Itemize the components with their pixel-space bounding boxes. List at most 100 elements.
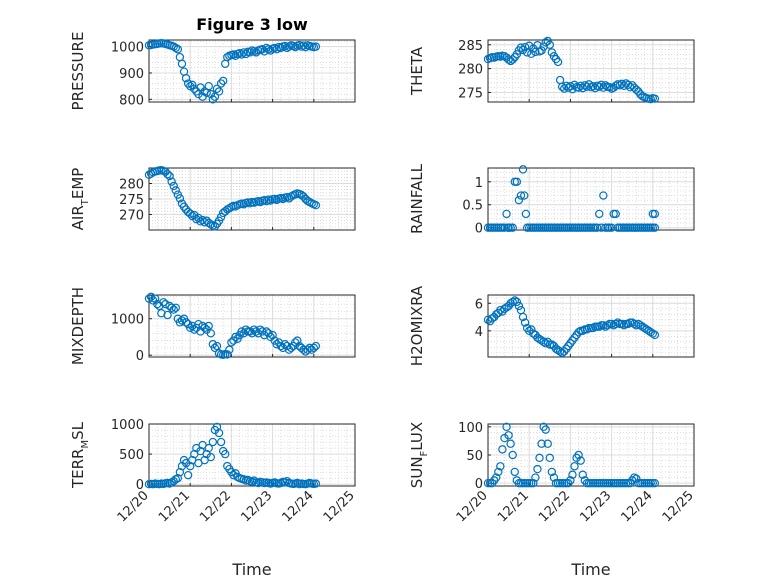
data-point [185, 209, 195, 218]
data-point [183, 79, 193, 88]
data-point [293, 336, 302, 345]
data-point [272, 195, 281, 205]
data-point [617, 79, 627, 89]
data-point [175, 194, 185, 203]
ytick-label: 1000 [111, 418, 144, 433]
data-point [562, 81, 571, 90]
axes-box [487, 294, 695, 358]
data-point [510, 467, 519, 477]
data-point [609, 321, 618, 330]
data-point [636, 321, 645, 330]
data-point [206, 452, 215, 462]
data-point [568, 470, 577, 479]
data-point [599, 83, 608, 92]
ytick-label: 1000 [111, 41, 144, 56]
data-point [253, 478, 263, 488]
axes-box [148, 39, 356, 103]
data-point [644, 326, 653, 336]
data-point [256, 197, 265, 207]
data-point [165, 171, 174, 181]
data-point [632, 321, 641, 330]
data-point [153, 299, 162, 309]
ytick-label: 275 [119, 193, 144, 208]
data-point [214, 87, 224, 96]
xtick-label: 12/23 [238, 488, 275, 525]
panel-rainfall: 0 0.5 1 RAINFALL [408, 163, 695, 237]
xtick-label: 12/23 [577, 488, 614, 525]
data-point [508, 55, 517, 64]
data-point [264, 45, 273, 54]
y-axis-label: MIXDEPTH [69, 287, 87, 365]
data-point [200, 323, 209, 333]
ytick-label: 270 [119, 209, 144, 224]
data-point [553, 57, 563, 67]
series-markers [144, 165, 321, 231]
data-point [566, 476, 575, 485]
data-point [241, 49, 251, 59]
series-markers [144, 38, 321, 104]
axes-box [487, 39, 695, 103]
data-point [144, 170, 154, 180]
data-point [169, 305, 178, 314]
data-point [171, 303, 180, 312]
data-point [527, 49, 536, 59]
xtick-label: 12/20 [115, 488, 152, 525]
data-point [607, 319, 616, 329]
data-point [311, 479, 321, 488]
data-point [268, 330, 277, 340]
data-point [181, 318, 191, 327]
data-point [502, 209, 511, 219]
data-point [278, 194, 288, 204]
data-point [311, 200, 321, 210]
data-point [173, 45, 183, 54]
data-point [177, 59, 187, 68]
data-point [619, 81, 629, 90]
y-axis-label: RAINFALL [408, 163, 426, 234]
data-point [208, 95, 218, 104]
data-point [183, 470, 193, 480]
data-point [516, 191, 526, 200]
data-point [163, 310, 172, 320]
data-point [588, 82, 598, 91]
data-point [576, 81, 585, 90]
data-point [537, 439, 546, 448]
data-point [578, 470, 587, 479]
data-point [595, 322, 604, 331]
data-point [239, 200, 248, 209]
ytick-label: 280 [119, 178, 144, 193]
data-point [181, 74, 191, 83]
series-markers [483, 296, 660, 358]
axes-box [487, 167, 695, 231]
data-point [607, 223, 616, 232]
data-point [204, 81, 213, 91]
data-point [206, 89, 215, 99]
data-point [582, 325, 592, 334]
data-point [506, 299, 515, 308]
data-point [280, 41, 290, 51]
data-point [190, 84, 199, 94]
y-axis-label: THETA [408, 46, 426, 96]
data-point [291, 42, 300, 52]
data-point [576, 456, 585, 465]
data-point [551, 344, 561, 353]
data-point [500, 304, 509, 313]
data-point [599, 321, 608, 330]
data-point [280, 340, 290, 349]
data-point [531, 473, 540, 482]
ytick-label: 6 [475, 297, 483, 312]
data-point [196, 217, 205, 226]
x-axis-label: Time [231, 560, 271, 579]
data-point [650, 478, 660, 488]
data-point [642, 325, 651, 334]
x-axis-label: Time [570, 560, 610, 579]
data-point [305, 343, 314, 353]
data-point [553, 345, 563, 355]
data-point [541, 425, 550, 434]
data-point [496, 462, 505, 471]
data-point [239, 475, 248, 484]
panel-h2omixra: 4 6 H2OMIXRA [408, 285, 695, 366]
data-point [638, 322, 647, 331]
series-markers [144, 292, 321, 360]
data-point [543, 439, 552, 448]
